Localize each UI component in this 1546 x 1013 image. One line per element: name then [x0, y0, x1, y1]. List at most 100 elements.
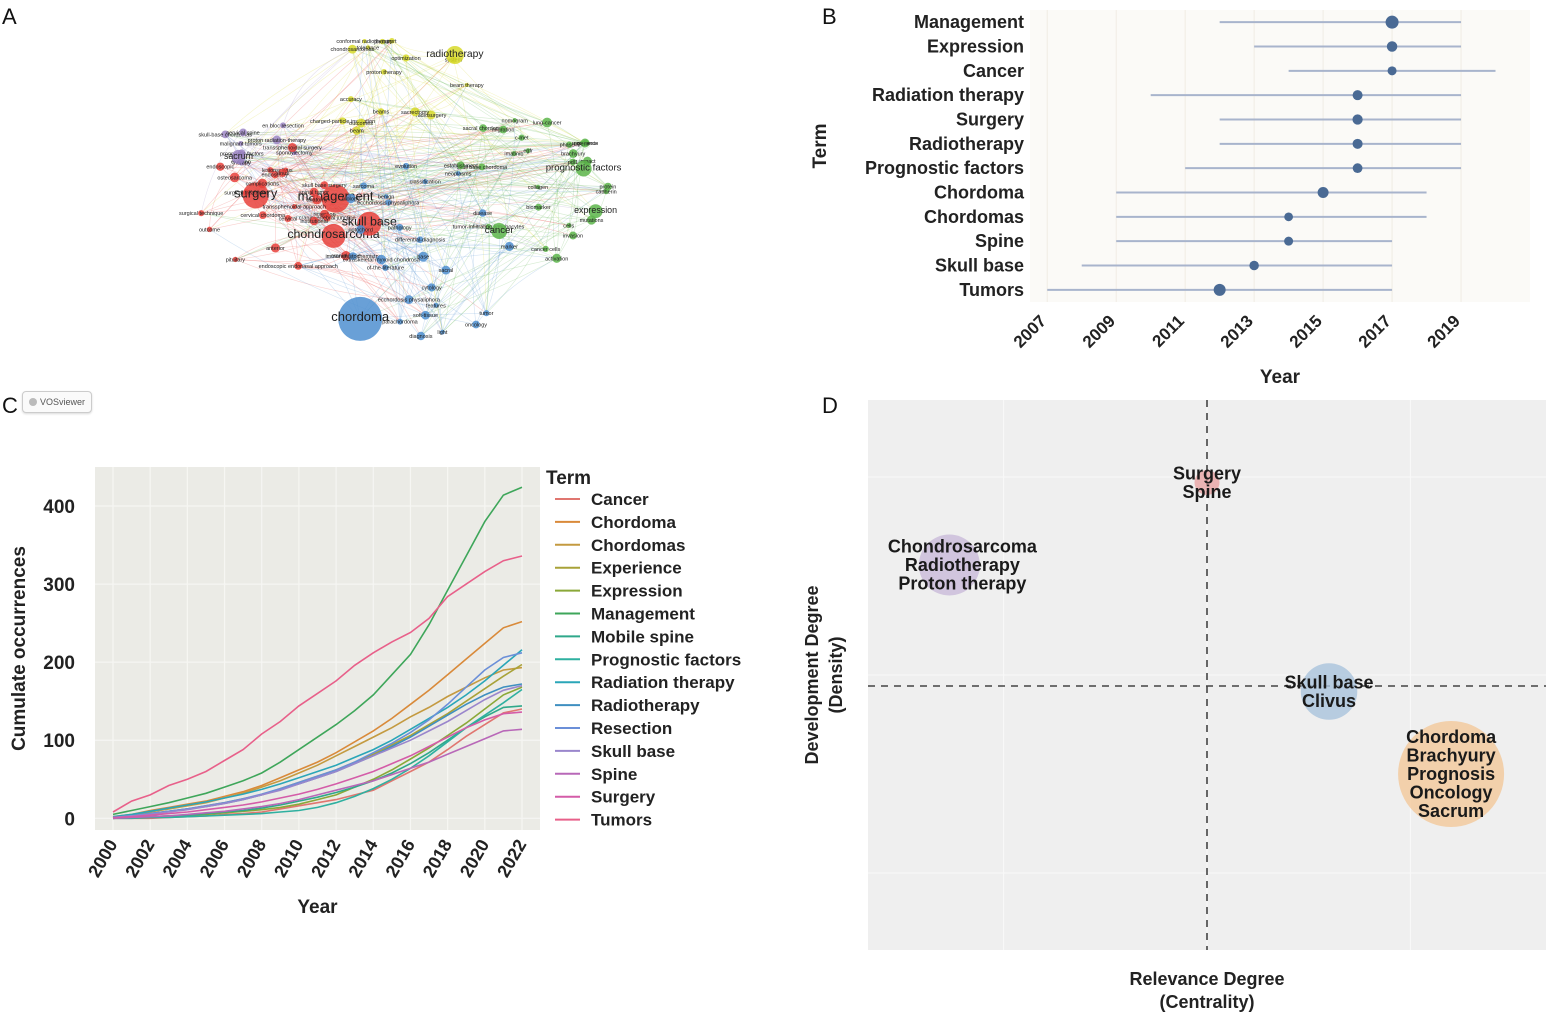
- cluster-label: Chondrosarcoma: [888, 537, 1038, 557]
- network-edge: [408, 258, 557, 300]
- network-edge: [363, 166, 483, 187]
- network-node: [569, 231, 577, 240]
- network-label: evolution: [395, 164, 417, 170]
- series-line: [112, 555, 523, 813]
- legend-label: Chordoma: [591, 513, 677, 532]
- network-edge: [388, 40, 398, 203]
- network-label: endoscopic endonasal approach: [259, 264, 338, 270]
- network-label: charged-particle irradiation: [310, 119, 375, 125]
- network-label: establishment: [444, 163, 478, 169]
- term-median-point: [1284, 236, 1294, 246]
- network-edge: [420, 137, 522, 337]
- network-edge: [238, 156, 315, 222]
- network-edge: [324, 54, 456, 186]
- network-edge: [276, 139, 483, 168]
- network-edge: [369, 186, 539, 224]
- network-edge: [431, 153, 515, 288]
- network-node: [377, 108, 385, 116]
- network-edge: [201, 212, 546, 250]
- network-node: [312, 194, 322, 205]
- network-label: proton radiation-therapy: [248, 138, 307, 144]
- network-label: radiosurgery: [416, 113, 447, 119]
- network-edge: [350, 98, 539, 188]
- network-node: [206, 226, 213, 233]
- network-edge: [274, 174, 437, 306]
- network-edge: [238, 156, 386, 268]
- network-node: [323, 213, 332, 222]
- network-edge: [380, 111, 487, 314]
- network-edge: [225, 40, 365, 135]
- network-label: proton therapy: [366, 70, 402, 76]
- network-node: [309, 216, 319, 226]
- network-label: light: [437, 330, 448, 336]
- network-edge: [234, 177, 487, 314]
- network-node: [542, 117, 552, 128]
- cluster-bubble: [1194, 470, 1220, 495]
- network-node: [566, 141, 573, 148]
- network-edge: [385, 120, 515, 268]
- network-edge: [235, 255, 346, 262]
- network-edge: [276, 111, 416, 141]
- network-edge: [209, 40, 393, 230]
- cluster-label: Chordoma: [1406, 727, 1497, 747]
- trend-term-chart: 2007 2009 2011 2013 2015 2017 2019 Management Ex…: [810, 10, 1530, 388]
- x-tick-label: 2013: [1217, 311, 1257, 351]
- x-tick-label: 2015: [1286, 311, 1326, 351]
- network-node: [352, 126, 361, 135]
- network-edge: [209, 142, 586, 230]
- term-label: Management: [914, 12, 1024, 32]
- network-edge: [382, 41, 539, 188]
- network-edge: [475, 258, 557, 325]
- network-edge: [425, 181, 483, 214]
- network-edge: [333, 127, 484, 237]
- network-node: [346, 193, 356, 204]
- network-edge: [294, 152, 443, 333]
- network-edge: [220, 166, 370, 224]
- network-edge: [246, 191, 569, 226]
- network-node: [272, 135, 282, 145]
- network-edge: [235, 142, 586, 260]
- network-label: spondylectomy: [276, 151, 313, 157]
- network-node: [569, 158, 577, 166]
- term-median-point: [1352, 138, 1363, 149]
- network-edge: [241, 153, 539, 188]
- network-edge: [382, 41, 510, 247]
- network-edge: [241, 48, 353, 163]
- network-edge: [420, 168, 584, 337]
- network-edge: [225, 134, 584, 144]
- cluster-label: Sacrum: [1418, 801, 1484, 821]
- network-node: [518, 134, 525, 141]
- network-edge: [356, 130, 586, 148]
- network-label: c-met: [515, 136, 529, 142]
- vosviewer-badge[interactable]: VOSviewer: [22, 391, 92, 413]
- network-node: [410, 107, 420, 117]
- network-edge: [545, 144, 570, 249]
- network-edge: [350, 198, 432, 288]
- network-label: institutional: [300, 219, 328, 225]
- network-edge: [313, 111, 382, 193]
- network-edge: [292, 147, 325, 186]
- term-median-point: [1352, 163, 1363, 174]
- term-label: Chordoma: [934, 183, 1025, 203]
- y-tick-label: 0: [64, 809, 75, 830]
- network-edge: [324, 212, 483, 220]
- network-edge: [327, 166, 483, 218]
- network-node: [291, 204, 297, 210]
- network-edge: [405, 57, 443, 333]
- x-axis-title: Year: [1260, 367, 1301, 388]
- network-edge: [294, 202, 389, 215]
- network-label: anatomy: [306, 198, 327, 204]
- term-median-point: [1284, 212, 1293, 222]
- network-edge: [538, 142, 587, 208]
- network-edge: [327, 161, 574, 218]
- vosviewer-logo-icon: [28, 398, 37, 406]
- term-median-point: [1249, 260, 1259, 271]
- legend-label: Experience: [591, 559, 682, 578]
- network-node: [472, 320, 480, 329]
- network-edge: [255, 122, 548, 196]
- network-edge: [350, 153, 574, 199]
- network-node: [580, 140, 587, 147]
- plot-background: [1030, 10, 1530, 302]
- x-tick-label: 2012: [307, 836, 344, 881]
- network-edge: [209, 161, 242, 230]
